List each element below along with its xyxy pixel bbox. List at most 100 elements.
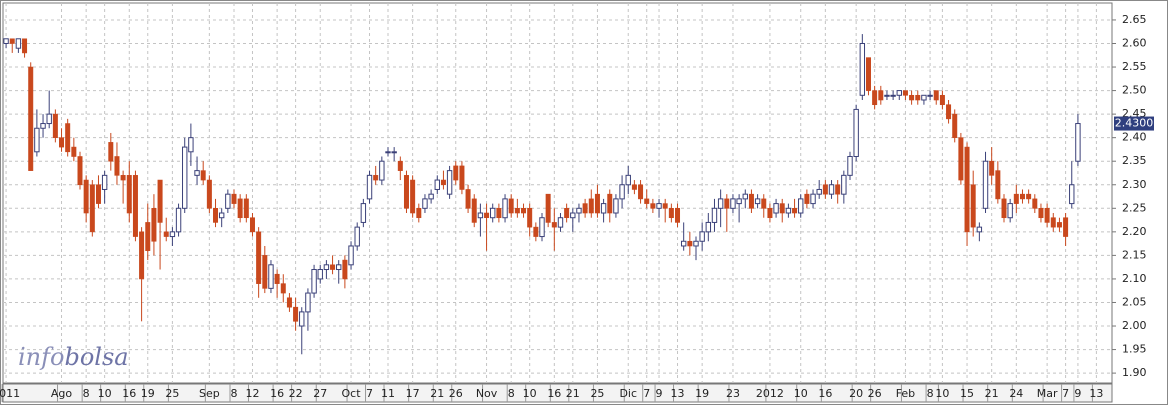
candle-body (933, 90, 939, 101)
x-tick-label: 8 (231, 387, 238, 400)
x-tick-label: 27 (313, 387, 327, 400)
candle-body (274, 273, 280, 284)
candle-body (1038, 208, 1044, 219)
x-tick-label: 8 (508, 387, 515, 400)
y-tick-label: 1.90 (1122, 366, 1147, 379)
candle-body (40, 123, 46, 129)
candle-body (1050, 217, 1056, 228)
candle-body (299, 311, 305, 327)
candle-body (828, 184, 835, 195)
logo-part: info (18, 343, 64, 371)
candle-body (1013, 193, 1019, 204)
candle-body (280, 283, 286, 294)
candle-body (1056, 222, 1062, 228)
candle-body (976, 226, 983, 233)
y-tick-label: 2.05 (1122, 295, 1147, 308)
candle-body (46, 113, 52, 125)
candle-body (539, 217, 545, 238)
candle-body (1044, 208, 1050, 223)
candle-body (440, 179, 446, 186)
candle-body (514, 208, 520, 214)
candle-body (83, 179, 89, 214)
candle-body (754, 198, 761, 205)
x-tick-label: 20 (849, 387, 863, 400)
candle-body (163, 231, 169, 237)
candle-body (717, 198, 724, 209)
x-tick-label: 11 (381, 387, 395, 400)
candle-body (132, 175, 138, 237)
candle-body (576, 207, 582, 214)
candle-body (317, 269, 323, 280)
x-tick-label: 21 (566, 387, 580, 400)
last-price-box (1114, 116, 1154, 131)
candle-body (853, 108, 859, 158)
candle-body (188, 137, 194, 153)
x-tick-label: 10 (98, 387, 112, 400)
candle-body (711, 207, 718, 223)
candle-body (570, 212, 576, 219)
y-tick-label: 2.35 (1122, 154, 1147, 167)
candle-body (477, 212, 484, 219)
candle-body (416, 208, 422, 219)
candle-body (225, 193, 231, 209)
x-tick-label: 9 (1074, 387, 1081, 400)
x-tick-label: Feb (896, 387, 915, 400)
candle-body (410, 179, 416, 214)
candle-body (305, 292, 311, 313)
candle-body (650, 203, 656, 209)
x-tick-label: 8 (927, 387, 934, 400)
candle-body (342, 259, 348, 280)
candle-body (28, 66, 34, 171)
candle-body (286, 297, 292, 308)
candle-body (594, 193, 600, 214)
candle-body (680, 240, 687, 247)
candle-body (761, 198, 767, 209)
last-price-label: 2.4300 (1115, 117, 1154, 130)
candle-body (385, 151, 391, 154)
candle-body (600, 203, 607, 214)
candle-body (841, 174, 847, 195)
candle-body (705, 221, 712, 233)
x-tick-label: 13 (671, 387, 685, 400)
y-tick-label: 2.20 (1122, 225, 1147, 238)
candle-body (336, 264, 342, 271)
candle-body (656, 203, 662, 209)
logo: infobolsa (18, 343, 129, 371)
x-tick-label: 10 (523, 387, 537, 400)
candle-body (521, 208, 527, 214)
candle-body (946, 104, 952, 120)
candle-body (582, 203, 588, 214)
candle-body (675, 208, 681, 223)
x-tick-label: 16 (547, 387, 561, 400)
candle-body (798, 198, 804, 214)
x-axis-strip (2, 383, 1113, 403)
candle-body (139, 231, 145, 280)
x-tick-label: 22 (289, 387, 303, 400)
candle-body (804, 193, 810, 204)
y-tick-label: 2.40 (1122, 131, 1147, 144)
x-tick-label: 19 (695, 387, 709, 400)
candle-body (453, 165, 459, 181)
candle-body (970, 184, 976, 228)
candle-body (952, 113, 958, 138)
candle-body (921, 94, 927, 101)
x-tick-label: 16 (122, 387, 136, 400)
candle-body (822, 184, 828, 195)
candle-body (218, 212, 225, 219)
candle-body (502, 198, 508, 219)
candle-body (243, 198, 249, 219)
candle-body (1032, 198, 1038, 209)
candle-body (490, 207, 496, 219)
candle-body (625, 174, 631, 186)
x-tick-label: Sep (199, 387, 220, 400)
candle-body (108, 142, 114, 162)
candle-body (428, 193, 434, 200)
candle-body (22, 38, 28, 54)
x-tick-label: 10 (794, 387, 808, 400)
candle-body (237, 198, 243, 219)
candle-body (101, 174, 108, 190)
candle-body (311, 269, 317, 294)
x-tick-label: Nov (476, 387, 498, 400)
candle-body (348, 245, 354, 266)
candle-body (182, 146, 188, 209)
